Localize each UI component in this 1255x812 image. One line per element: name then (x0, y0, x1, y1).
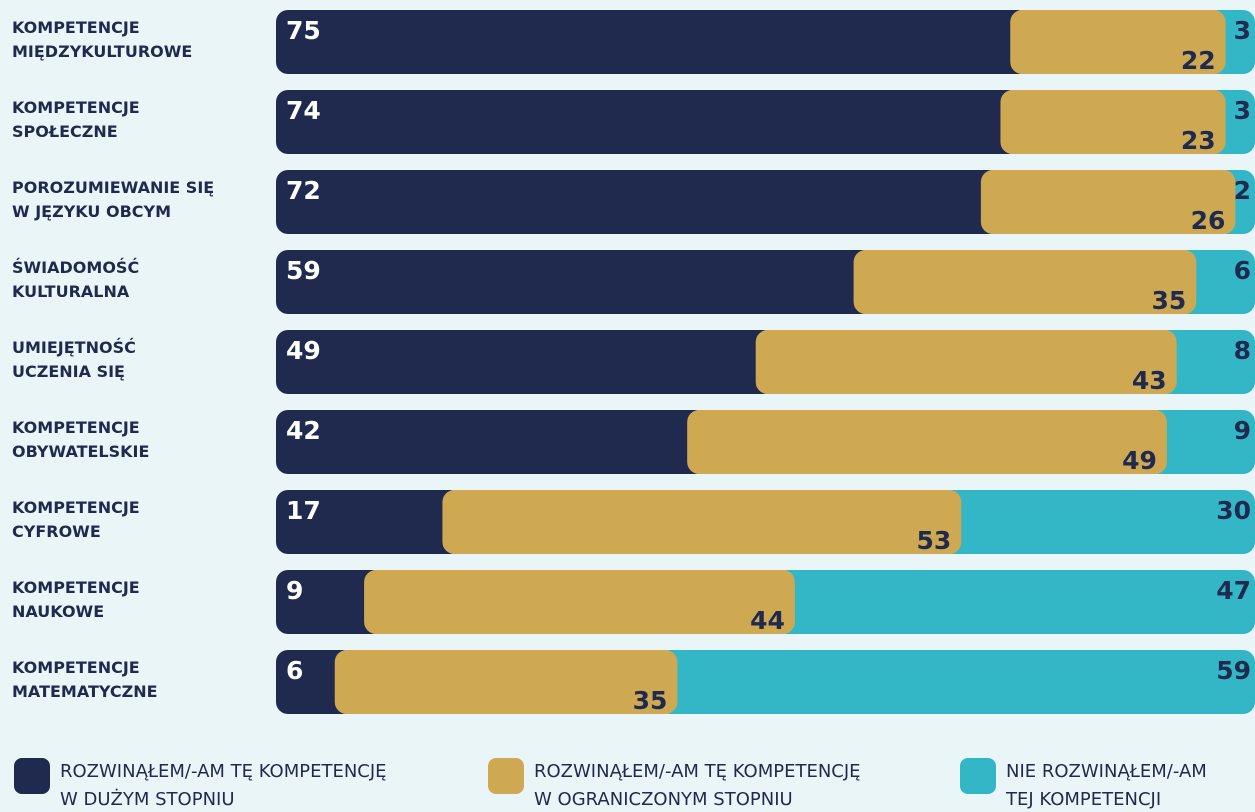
legend-label: NIE ROZWINĄŁEM/-AM TEJ KOMPETENCJI (1006, 761, 1207, 810)
category-label: ŚWIADOMOŚĆ KULTURALNA (12, 258, 140, 301)
bar-segment (276, 250, 874, 314)
value-label: 35 (633, 686, 668, 715)
value-label: 42 (286, 416, 321, 445)
value-label: 8 (1234, 336, 1251, 365)
value-label: 17 (286, 496, 321, 525)
value-label: 26 (1191, 206, 1226, 235)
value-label: 22 (1181, 46, 1216, 75)
legend-label: ROZWINĄŁEM/-AM TĘ KOMPETENCJĘ W DUŻYM ST… (60, 761, 387, 810)
category-label: UMIEJĘTNOŚĆ UCZENIA SIĘ (12, 338, 136, 381)
bar-segment (687, 410, 1167, 474)
bar-segment (1000, 90, 1226, 154)
bar-segment (657, 650, 1255, 714)
bar-segment (276, 490, 463, 554)
value-label: 72 (286, 176, 321, 205)
category-label: KOMPETENCJE MATEMATYCZNE (12, 658, 158, 701)
category-label: KOMPETENCJE MIĘDZYKULTUROWE (12, 18, 193, 61)
value-label: 2 (1234, 176, 1251, 205)
value-label: 47 (1216, 576, 1251, 605)
bar-segment (941, 490, 1255, 554)
value-label: 30 (1216, 496, 1251, 525)
value-label: 6 (1234, 256, 1251, 285)
legend-swatch (960, 758, 996, 794)
bar-segment (276, 410, 708, 474)
bar-segment (1010, 10, 1226, 74)
bar-segment (1146, 410, 1255, 474)
bar-segment (853, 250, 1197, 314)
bar-segment (1156, 330, 1255, 394)
value-label: 49 (1122, 446, 1157, 475)
value-label: 3 (1234, 16, 1251, 45)
value-label: 53 (917, 526, 952, 555)
value-label: 35 (1151, 286, 1186, 315)
legend-swatch (14, 758, 50, 794)
value-label: 3 (1234, 96, 1251, 125)
bar-segment (334, 650, 678, 714)
value-label: 59 (286, 256, 321, 285)
bar-segment (980, 170, 1236, 234)
bar-segment (276, 170, 1001, 234)
value-label: 49 (286, 336, 321, 365)
bar-segment (276, 570, 385, 634)
value-label: 75 (286, 16, 321, 45)
bar-segment (276, 90, 1021, 154)
category-label: POROZUMIEWANIE SIĘ W JĘZYKU OBCYM (12, 178, 215, 221)
category-label: KOMPETENCJE NAUKOWE (12, 578, 140, 621)
bar-segment (442, 490, 962, 554)
category-label: KOMPETENCJE OBYWATELSKIE (12, 418, 150, 461)
bar-segment (774, 570, 1255, 634)
bar-segment (276, 10, 1031, 74)
legend-swatch (488, 758, 524, 794)
value-label: 44 (750, 606, 785, 635)
value-label: 74 (286, 96, 321, 125)
value-label: 23 (1181, 126, 1216, 155)
value-label: 9 (1234, 416, 1251, 445)
bar-segment (364, 570, 795, 634)
bar-segment (755, 330, 1177, 394)
category-label: KOMPETENCJE CYFROWE (12, 498, 140, 541)
legend-label: ROZWINĄŁEM/-AM TĘ KOMPETENCJĘ W OGRANICZ… (534, 761, 861, 810)
value-label: 6 (286, 656, 303, 685)
value-label: 43 (1132, 366, 1167, 395)
value-label: 59 (1216, 656, 1251, 685)
bar-segment (276, 330, 776, 394)
category-label: KOMPETENCJE SPOŁECZNE (12, 98, 140, 141)
value-label: 9 (286, 576, 303, 605)
